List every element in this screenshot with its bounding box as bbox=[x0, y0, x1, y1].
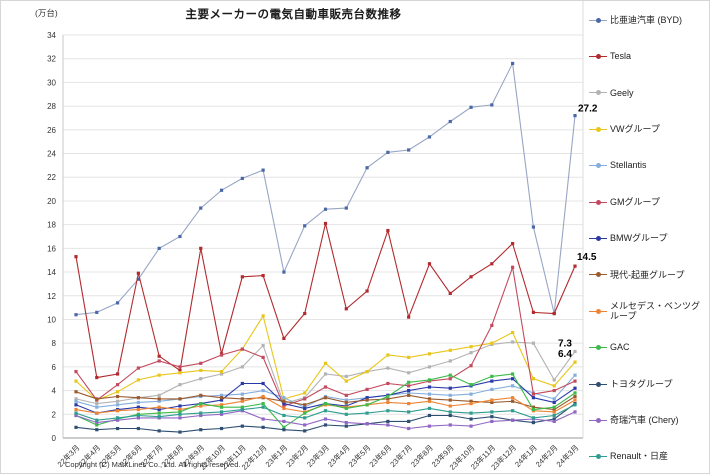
legend-label: Stellantis bbox=[610, 160, 647, 171]
legend-marker-icon bbox=[589, 16, 607, 24]
legend-label: Tesla bbox=[610, 51, 632, 62]
legend-marker-icon bbox=[589, 271, 607, 279]
series-vw: 6.4 bbox=[74, 314, 577, 402]
legend-label: GAC bbox=[610, 342, 630, 353]
legend-marker-icon bbox=[589, 198, 607, 206]
legend-marker-icon bbox=[589, 162, 607, 170]
legend-marker-icon bbox=[589, 380, 607, 388]
legend-marker-icon bbox=[589, 344, 607, 352]
legend-item-tesla: Tesla bbox=[589, 38, 709, 74]
svg-text:20: 20 bbox=[47, 197, 56, 206]
svg-text:0: 0 bbox=[52, 434, 57, 443]
legend-label: Geely bbox=[610, 87, 634, 98]
legend-label: BMWグループ bbox=[610, 233, 668, 244]
svg-text:4: 4 bbox=[52, 387, 57, 396]
legend-label: Renault・日産 bbox=[610, 451, 669, 462]
y-axis-unit-label: (万台) bbox=[35, 8, 58, 18]
legend-item-gm: GMグループ bbox=[589, 184, 709, 220]
legend-marker-icon bbox=[589, 235, 607, 243]
legend-marker-icon bbox=[589, 307, 607, 315]
series-hyundai-kia bbox=[74, 390, 577, 412]
legend-marker-icon bbox=[589, 416, 607, 424]
legend-item-byd: 比亜迪汽車 (BYD) bbox=[589, 2, 709, 38]
copyright-notice: Copyright (C) MarkLines Co., Ltd. All ri… bbox=[65, 460, 241, 469]
legend-label: メルセデス・ベンツグループ bbox=[610, 300, 701, 322]
svg-text:12: 12 bbox=[47, 292, 56, 301]
series-gm bbox=[74, 265, 577, 408]
legend-label: VWグループ bbox=[610, 123, 660, 134]
svg-text:2: 2 bbox=[52, 410, 57, 419]
svg-text:24年3月: 24年3月 bbox=[554, 442, 581, 469]
legend-item-vw: VWグループ bbox=[589, 111, 709, 147]
svg-text:8: 8 bbox=[52, 339, 57, 348]
svg-text:6: 6 bbox=[52, 363, 57, 372]
svg-text:14: 14 bbox=[47, 268, 56, 277]
svg-text:34: 34 bbox=[47, 31, 56, 40]
legend-label: GMグループ bbox=[610, 196, 660, 207]
legend-item-chery: 奇瑞汽車 (Chery) bbox=[589, 402, 709, 438]
legend-marker-icon bbox=[589, 453, 607, 461]
end-value-label-byd: 27.2 bbox=[578, 104, 598, 115]
end-value-label-geely: 7.3 bbox=[558, 338, 572, 349]
end-value-label-vw: 6.4 bbox=[558, 349, 572, 360]
legend-marker-icon bbox=[589, 53, 607, 61]
svg-text:24: 24 bbox=[47, 150, 56, 159]
svg-text:16: 16 bbox=[47, 244, 56, 253]
legend-label: トヨタグループ bbox=[610, 378, 673, 389]
legend-item-toyota: トヨタグループ bbox=[589, 366, 709, 402]
svg-text:22: 22 bbox=[47, 173, 56, 182]
legend: 比亜迪汽車 (BYD) Tesla Geely VWグループ Stellantis GMグ… bbox=[589, 2, 709, 473]
legend-label: 奇瑞汽車 (Chery) bbox=[610, 415, 679, 426]
legend-label: 現代-起亜グループ bbox=[610, 269, 685, 280]
series-renault-nissan bbox=[74, 403, 577, 422]
series-toyota bbox=[74, 402, 577, 434]
legend-marker-icon bbox=[589, 125, 607, 133]
legend-label: 比亜迪汽車 (BYD) bbox=[610, 14, 683, 25]
legend-item-mercedes-benz: メルセデス・ベンツグループ bbox=[589, 293, 709, 329]
legend-item-hyundai-kia: 現代-起亜グループ bbox=[589, 257, 709, 293]
svg-text:28: 28 bbox=[47, 102, 56, 111]
svg-text:30: 30 bbox=[47, 78, 56, 87]
end-value-label-tesla: 14.5 bbox=[577, 252, 597, 263]
legend-marker-icon bbox=[589, 89, 607, 97]
chart-title: 主要メーカーの電気自動車販売台数推移 bbox=[185, 9, 402, 21]
svg-text:10: 10 bbox=[47, 315, 56, 324]
series-byd: 27.2 bbox=[74, 61, 598, 317]
legend-item-stellantis: Stellantis bbox=[589, 148, 709, 184]
legend-item-geely: Geely bbox=[589, 75, 709, 111]
svg-text:18: 18 bbox=[47, 221, 56, 230]
legend-item-gac: GAC bbox=[589, 330, 709, 366]
svg-text:32: 32 bbox=[47, 55, 56, 64]
series-tesla: 14.5 bbox=[74, 221, 597, 380]
legend-item-renault-nissan: Renault・日産 bbox=[589, 439, 709, 473]
svg-text:26: 26 bbox=[47, 126, 56, 135]
legend-item-bmw: BMWグループ bbox=[589, 220, 709, 256]
